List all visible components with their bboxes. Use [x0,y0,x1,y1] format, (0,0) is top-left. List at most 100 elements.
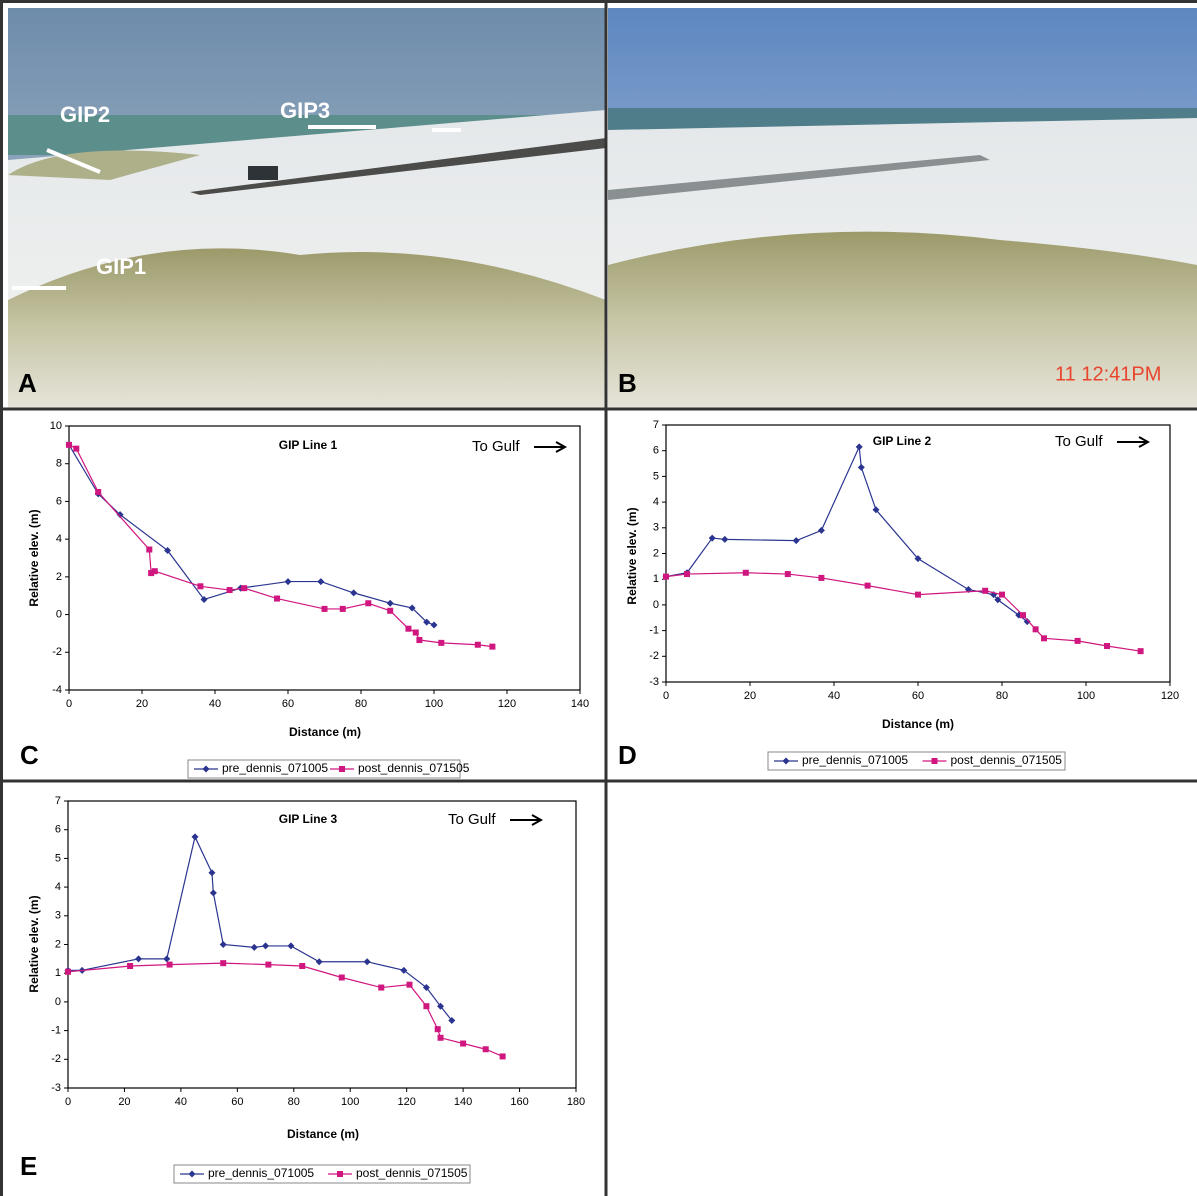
chart-title: GIP Line 2 [873,434,932,448]
marker [265,961,272,968]
y-tick-label: -3 [649,676,659,688]
y-tick-label: 1 [55,967,61,979]
photo-annotation: GIP3 [280,98,330,123]
y-tick-label: -4 [52,684,62,696]
y-tick-label: 7 [653,419,659,431]
marker [1104,643,1110,650]
x-tick-label: 100 [425,698,443,710]
y-tick-label: 1 [653,573,659,585]
panel-letter: E [20,1151,37,1181]
marker [146,546,153,553]
marker [434,1026,441,1033]
marker [226,587,233,594]
x-tick-label: 60 [912,690,924,702]
annotation: To Gulf [1055,433,1103,450]
legend-box [767,751,1066,771]
marker [742,569,749,576]
marker [1074,637,1081,644]
x-tick-label: 120 [1161,690,1179,702]
panel-letter: D [618,740,637,770]
x-tick-label: 0 [65,1096,71,1108]
panel-letter: C [20,740,39,770]
x-axis-label: Distance (m) [882,717,954,731]
marker [315,958,323,966]
photo-annotation: GIP1 [96,254,146,279]
marker [209,889,217,897]
marker [438,639,445,646]
x-tick-label: 160 [510,1096,528,1108]
y-tick-label: 2 [56,571,62,583]
marker [1023,618,1031,626]
marker [363,958,371,966]
marker [191,833,199,841]
y-tick-label: 3 [653,522,659,534]
x-tick-label: 100 [1077,690,1095,702]
marker [412,629,419,636]
marker [416,637,423,644]
x-tick-label: 20 [118,1096,130,1108]
marker [437,1002,445,1010]
series-line [665,572,1141,652]
marker [423,618,431,626]
x-tick-label: 0 [663,690,669,702]
arrow [534,441,568,453]
marker [684,571,690,578]
marker [400,966,408,974]
marker [864,582,871,589]
y-tick-label: 0 [56,608,62,620]
arrow [510,814,544,826]
marker [422,984,430,992]
y-tick-label: 4 [653,496,659,508]
arrow [1117,436,1151,448]
y-tick-label: 5 [653,470,659,482]
marker [95,489,102,495]
marker [166,961,173,968]
marker [784,571,791,578]
x-tick-label: 120 [498,698,516,710]
marker [448,1017,456,1025]
marker [350,589,358,597]
series-line [68,444,435,626]
marker [872,506,880,514]
marker [65,968,71,975]
annotation: To Gulf [448,811,496,828]
series-line [665,444,1028,623]
y-tick-label: 0 [55,996,61,1008]
legend-box [173,1164,471,1184]
y-tick-label: 4 [56,533,62,545]
marker [241,585,248,592]
marker [135,955,143,963]
legend-marker [337,1171,343,1177]
y-tick-label: -2 [51,1053,61,1065]
x-axis-label: Distance (m) [289,725,361,739]
marker [386,599,394,607]
marker [73,445,80,452]
y-tick-label: 6 [56,495,62,507]
marker [915,591,921,598]
y-tick-label: -2 [52,646,62,658]
marker [1137,648,1144,655]
marker [460,1040,467,1047]
chart-title: GIP Line 3 [279,812,338,826]
y-axis-label: Relative elev. (m) [27,895,41,992]
x-tick-label: 100 [341,1096,359,1108]
marker [387,607,394,614]
x-tick-label: 180 [567,1096,585,1108]
chart: -3 -2 -1 0 1 2 3 4 5 6 7 0 20 40 60 80 100 120 GIP Line 2 T… [618,419,1179,771]
y-tick-label: 4 [55,881,61,893]
legend-marker [202,765,210,773]
legend-marker [188,1170,196,1178]
marker [208,869,216,877]
x-tick-label: 20 [744,690,756,702]
photo-timestamp: 11 12:41PM [1055,363,1161,385]
marker [405,625,412,632]
marker [274,595,281,602]
legend-label: pre_dennis_071005 [222,761,328,775]
x-tick-label: 80 [355,698,367,710]
y-tick-label: -1 [51,1025,61,1037]
photo-b: B 11 12:41PM [608,8,1197,408]
marker [499,1053,506,1060]
plot-frame [67,800,577,1089]
panel-letter: A [18,368,37,398]
